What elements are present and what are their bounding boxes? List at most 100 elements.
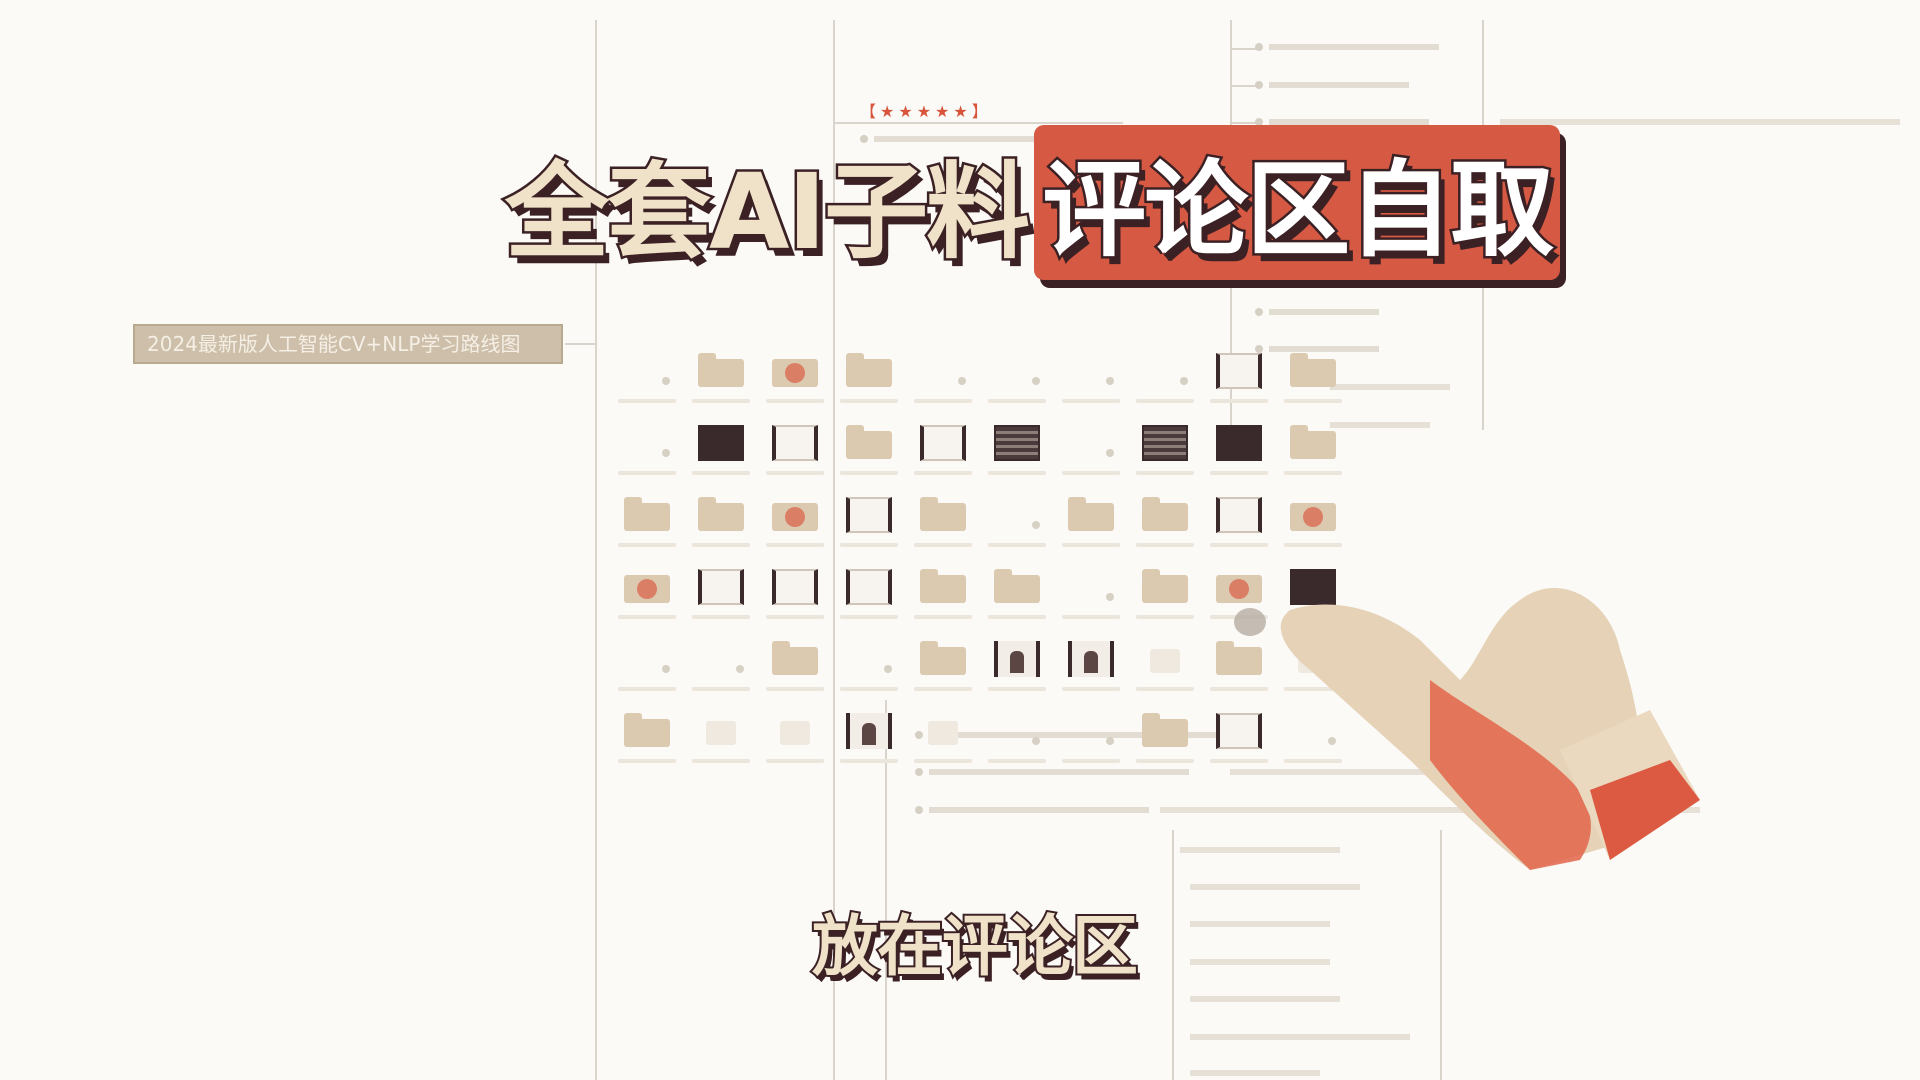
file-preview-icon [1150,649,1180,673]
file-thumbnail-folder[interactable] [906,561,980,633]
file-caption [1136,471,1194,475]
file-preview-icon [1290,569,1336,605]
file-thumbnail-striped[interactable] [980,417,1054,489]
file-thumbnail-dark[interactable] [1202,417,1276,489]
file-thumbnail-folder[interactable] [1202,633,1276,705]
file-thumbnail-photo[interactable] [980,633,1054,705]
file-thumbnail-faint[interactable] [758,705,832,777]
folder-icon [1290,503,1336,531]
folder-icon [920,497,966,531]
folder-icon [624,713,670,747]
file-thumbnail-frame[interactable] [684,561,758,633]
file-thumbnail-frame[interactable] [906,417,980,489]
file-thumbnail-empty[interactable] [980,489,1054,561]
mind-map-node [1190,955,1330,968]
file-thumbnail-frame[interactable] [1202,705,1276,777]
file-thumbnail-empty[interactable] [1054,705,1128,777]
folder-icon [846,425,892,459]
file-thumbnail-folder[interactable] [610,705,684,777]
file-thumbnail-empty[interactable] [1054,417,1128,489]
file-caption [1210,759,1268,763]
file-thumbnail-red[interactable] [758,345,832,417]
file-thumbnail-folder[interactable] [684,489,758,561]
file-thumbnail-folder[interactable] [1054,489,1128,561]
file-caption [840,615,898,619]
file-caption [1062,615,1120,619]
file-preview-icon [994,353,1040,389]
file-thumbnail-folder[interactable] [980,561,1054,633]
file-caption [618,471,676,475]
file-caption [1062,543,1120,547]
file-caption [692,759,750,763]
file-caption [988,399,1046,403]
subtitle: 放在评论区 [810,906,1140,987]
file-caption [840,543,898,547]
file-caption [914,399,972,403]
file-thumbnail-empty[interactable] [906,345,980,417]
file-thumbnail-empty[interactable] [684,633,758,705]
file-caption [766,399,824,403]
file-thumbnail-frame[interactable] [1202,345,1276,417]
file-thumbnail-folder[interactable] [758,633,832,705]
file-thumbnail-red[interactable] [758,489,832,561]
mind-map-node [1255,342,1379,355]
file-caption [1136,615,1194,619]
mind-map-node [1190,992,1340,1005]
file-thumbnail-empty[interactable] [832,633,906,705]
file-thumbnail-folder[interactable] [832,417,906,489]
file-thumbnail-faint[interactable] [684,705,758,777]
mind-map-root-node[interactable]: 2024最新版人工智能CV+NLP学习路线图 [133,324,563,364]
file-caption [618,759,676,763]
file-thumbnail-frame[interactable] [1202,489,1276,561]
file-thumbnail-faint[interactable] [906,705,980,777]
mind-map-node [1190,917,1330,930]
file-thumbnail-empty[interactable] [1128,345,1202,417]
file-thumbnail-folder[interactable] [684,345,758,417]
file-caption [1136,687,1194,691]
mind-map-node [915,765,1189,778]
file-thumbnail-frame[interactable] [832,561,906,633]
file-caption [766,543,824,547]
file-preview-icon [1068,425,1114,461]
file-caption [1210,687,1268,691]
file-thumbnail-folder[interactable] [1276,417,1350,489]
file-thumbnail-frame[interactable] [758,561,832,633]
file-preview-icon [1068,713,1114,749]
file-caption [988,471,1046,475]
file-thumbnail-folder[interactable] [610,489,684,561]
file-thumbnail-faint[interactable] [1128,633,1202,705]
file-thumbnail-empty[interactable] [610,633,684,705]
file-thumbnail-folder[interactable] [1276,345,1350,417]
file-caption [692,471,750,475]
file-thumbnail-red[interactable] [610,561,684,633]
file-thumbnail-frame[interactable] [758,417,832,489]
file-thumbnail-frame[interactable] [832,489,906,561]
node-bullet-icon [915,731,923,739]
file-thumbnail-folder[interactable] [1128,561,1202,633]
folder-icon [1290,425,1336,459]
mind-map-node [1255,78,1409,91]
file-thumbnail-photo[interactable] [832,705,906,777]
file-thumbnail-striped[interactable] [1128,417,1202,489]
file-caption [914,543,972,547]
file-thumbnail-dark[interactable] [684,417,758,489]
file-thumbnail-empty[interactable] [1054,561,1128,633]
file-thumbnail-photo[interactable] [1054,633,1128,705]
file-thumbnail-folder[interactable] [1128,705,1202,777]
file-thumbnail-empty[interactable] [980,705,1054,777]
file-thumbnail-red[interactable] [1276,489,1350,561]
file-thumbnail-folder[interactable] [832,345,906,417]
file-thumbnail-empty[interactable] [1054,345,1128,417]
connector-line [595,20,597,1080]
file-thumbnail-folder[interactable] [1128,489,1202,561]
mind-map-node [1190,880,1360,893]
file-preview-icon [1068,641,1114,677]
file-caption [692,687,750,691]
mind-map-node [915,803,1149,816]
file-thumbnail-empty[interactable] [610,345,684,417]
file-thumbnail-empty[interactable] [610,417,684,489]
file-thumbnail-folder[interactable] [906,489,980,561]
file-thumbnail-folder[interactable] [906,633,980,705]
file-thumbnail-empty[interactable] [1276,705,1350,777]
file-thumbnail-empty[interactable] [980,345,1054,417]
